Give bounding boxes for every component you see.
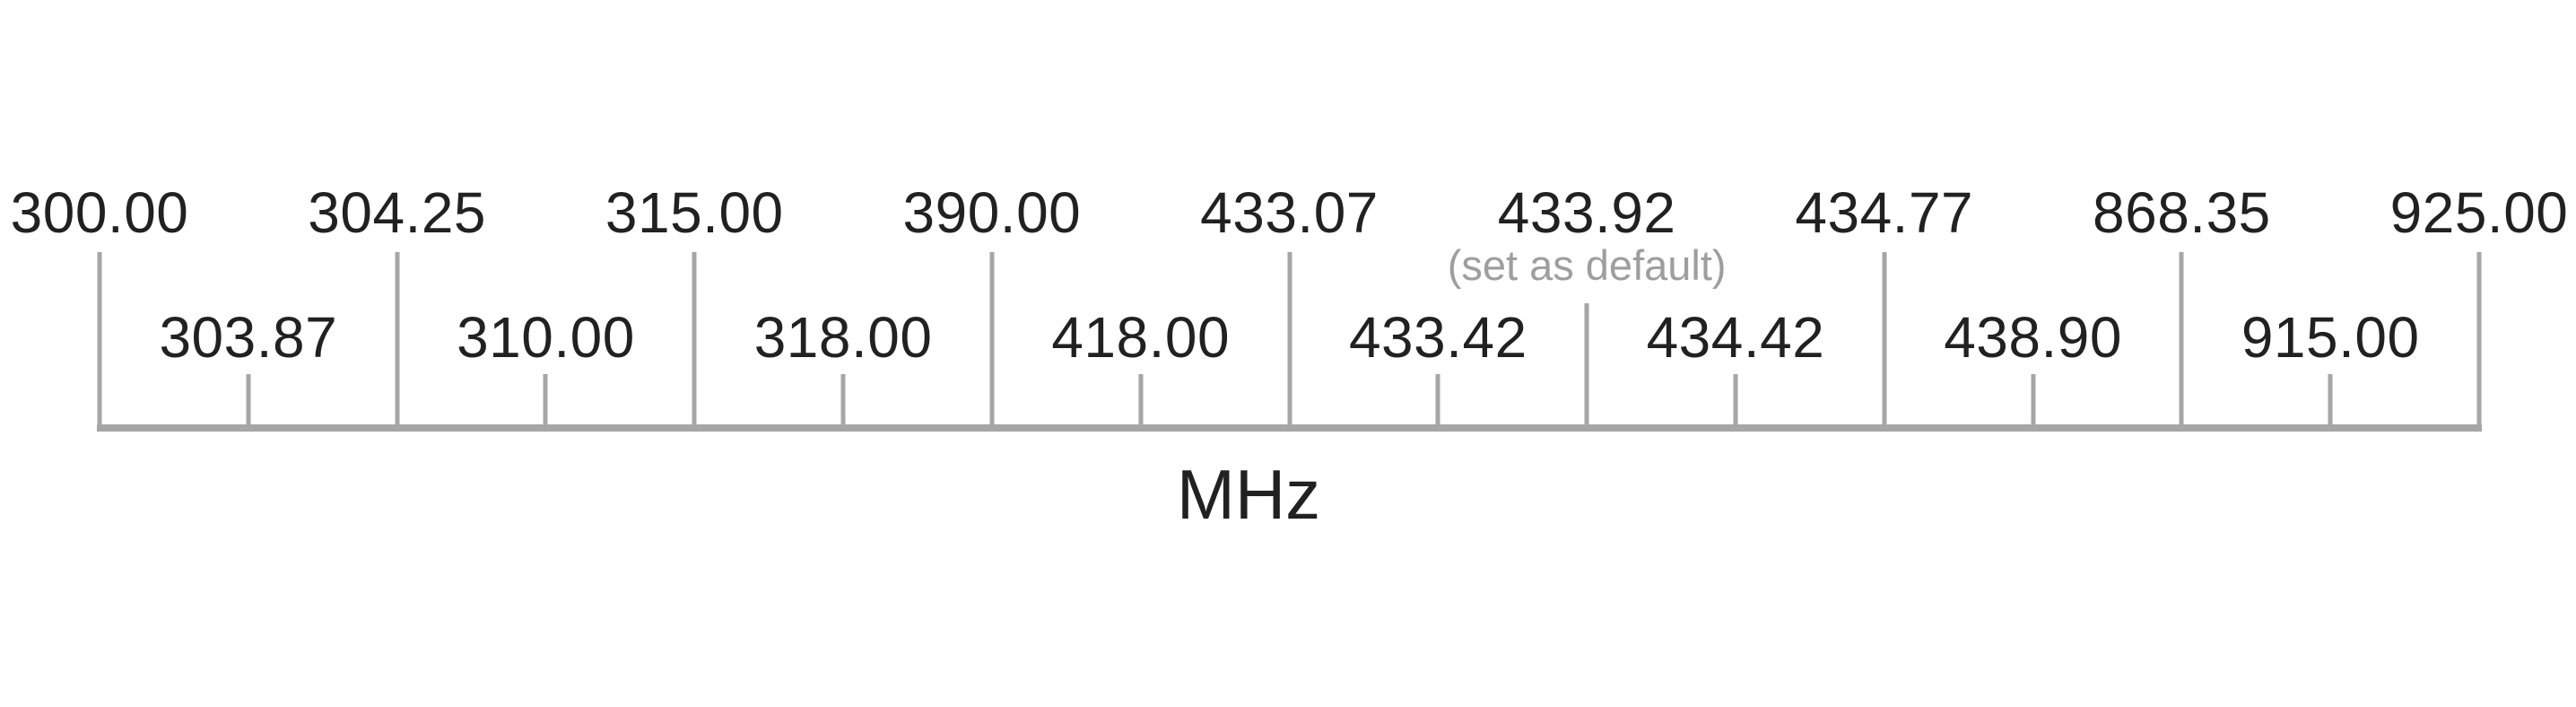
freq-label-300.00: 300.00 [10,180,189,245]
freq-tick-433.92 [1584,303,1589,424]
freq-tick-868.35 [2179,252,2184,424]
freq-label-868.35: 868.35 [2093,180,2271,245]
freq-tick-915.00 [2328,374,2333,424]
freq-label-303.87: 303.87 [159,305,338,370]
freq-tick-925.00 [2476,252,2482,424]
freq-tick-300.00 [97,252,102,424]
freq-label-310.00: 310.00 [457,305,635,370]
freq-label-915.00: 915.00 [2241,305,2420,370]
freq-label-434.42: 434.42 [1646,305,1825,370]
axis-baseline [97,424,2482,432]
freq-tick-418.00 [1138,374,1144,424]
axis-unit-label: MHz [1176,455,1321,534]
freq-tick-434.77 [1882,252,1887,424]
freq-label-433.07: 433.07 [1200,180,1379,245]
freq-tick-390.00 [989,252,995,424]
freq-tick-318.00 [840,374,846,424]
default-frequency-note: (set as default) [1447,241,1727,289]
freq-label-433.92: 433.92 [1497,180,1676,245]
freq-label-390.00: 390.00 [902,180,1082,245]
freq-tick-433.42 [1435,374,1440,424]
freq-tick-438.90 [2031,374,2036,424]
freq-label-418.00: 418.00 [1051,305,1231,370]
freq-tick-315.00 [692,252,697,424]
freq-label-304.25: 304.25 [308,180,486,245]
freq-label-318.00: 318.00 [753,305,933,370]
freq-label-925.00: 925.00 [2389,180,2569,245]
freq-tick-310.00 [543,374,548,424]
freq-tick-433.07 [1287,252,1292,424]
freq-label-434.77: 434.77 [1795,180,1974,245]
freq-label-438.90: 438.90 [1944,305,2122,370]
freq-label-315.00: 315.00 [605,180,784,245]
freq-label-433.42: 433.42 [1348,305,1527,370]
freq-tick-303.87 [246,374,251,424]
freq-tick-434.42 [1733,374,1738,424]
freq-tick-304.25 [395,252,400,424]
